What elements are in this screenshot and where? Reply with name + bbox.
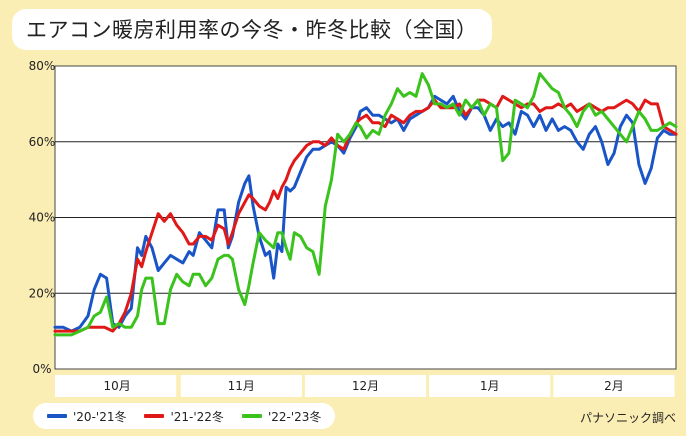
y-tick-label: 0% — [32, 362, 51, 376]
x-tick-label: 1月 — [480, 379, 500, 393]
month-box — [553, 375, 675, 397]
legend-item-3: '22-'23冬 — [241, 408, 322, 425]
x-tick-label: 10月 — [103, 379, 130, 393]
source-note: パナソニック調べ — [579, 411, 676, 425]
month-box — [180, 375, 302, 397]
series-line-1 — [53, 94, 678, 333]
y-tick-label: 40% — [29, 211, 56, 225]
y-tick-label: 60% — [29, 135, 56, 149]
legend-label: '21-'22冬 — [170, 409, 224, 424]
x-tick-label: 11月 — [228, 379, 255, 393]
chart-title: エアコン暖房利用率の今冬・昨冬比較（全国） — [12, 9, 492, 50]
y-tick-label: 80% — [29, 59, 56, 73]
month-box — [429, 375, 551, 397]
month-box — [304, 375, 427, 397]
x-tick-label: 2月 — [604, 379, 624, 393]
legend-swatch — [47, 414, 67, 418]
legend-swatch — [241, 414, 262, 418]
legend-item-1: '20-'21冬 — [47, 408, 126, 425]
series-line-3 — [53, 72, 678, 337]
legend-item-2: '21-'22冬 — [144, 408, 224, 425]
legend-label: '22-'23冬 — [267, 409, 322, 424]
legend-swatch — [144, 414, 165, 418]
y-tick-label: 20% — [29, 286, 56, 300]
month-box — [55, 375, 177, 397]
legend-label: '20-'21冬 — [73, 409, 127, 424]
series-line-2 — [53, 94, 678, 333]
x-tick-label: 12月 — [352, 379, 379, 393]
legend: '20-'21冬 '21-'22冬 '22-'23冬 — [33, 403, 336, 429]
